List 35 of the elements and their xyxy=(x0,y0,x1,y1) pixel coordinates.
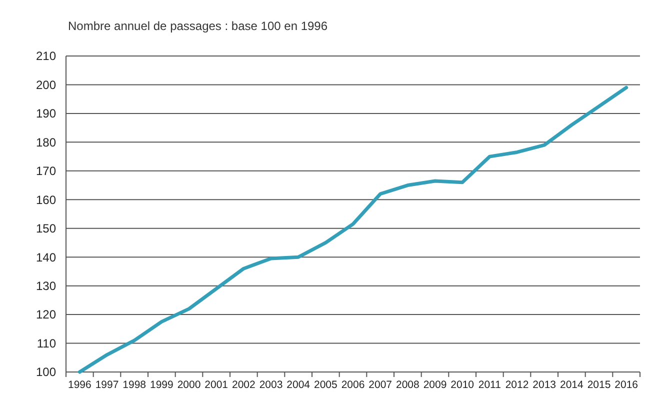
x-tick-label: 2005 xyxy=(314,379,338,391)
chart-title: Nombre annuel de passages : base 100 en 1996 xyxy=(68,19,328,33)
x-tick-label: 2007 xyxy=(368,379,392,391)
y-tick-label: 170 xyxy=(36,164,56,178)
y-tick-label: 140 xyxy=(36,250,56,264)
x-tick-label: 2006 xyxy=(341,379,365,391)
x-tick-label: 1997 xyxy=(95,379,119,391)
x-tick-label: 2011 xyxy=(478,379,502,391)
x-tick-label: 2013 xyxy=(532,379,556,391)
x-tick-label: 2015 xyxy=(587,379,611,391)
y-tick-label: 190 xyxy=(36,106,56,121)
y-tick-label: 200 xyxy=(36,78,56,92)
x-tick-label: 1996 xyxy=(68,379,92,391)
y-tick-label: 130 xyxy=(36,279,56,294)
x-tick-label: 2009 xyxy=(423,379,447,391)
x-tick-label: 2003 xyxy=(259,379,283,391)
y-tick-label: 120 xyxy=(36,308,56,322)
x-tick-label: 1999 xyxy=(150,379,174,391)
y-tick-label: 100 xyxy=(36,365,56,380)
x-tick-label: 2002 xyxy=(232,379,256,391)
x-tick-label: 2008 xyxy=(396,379,420,391)
y-tick-label: 180 xyxy=(36,135,56,150)
line-series xyxy=(78,86,628,374)
y-tick-label: 150 xyxy=(36,222,56,236)
y-tick-label: 210 xyxy=(36,49,56,64)
x-tick-label: 2001 xyxy=(204,379,228,391)
x-tick-label: 2004 xyxy=(286,379,310,391)
x-tick-label: 2016 xyxy=(614,379,638,391)
y-tick-label: 110 xyxy=(36,336,56,350)
x-tick-label: 2012 xyxy=(505,379,529,391)
x-tick-label: 2000 xyxy=(177,379,201,391)
y-tick-label: 160 xyxy=(36,192,56,207)
x-tick-label: 1998 xyxy=(122,379,146,391)
x-tick-label: 2014 xyxy=(560,379,584,391)
x-tick-label: 2010 xyxy=(450,379,474,391)
